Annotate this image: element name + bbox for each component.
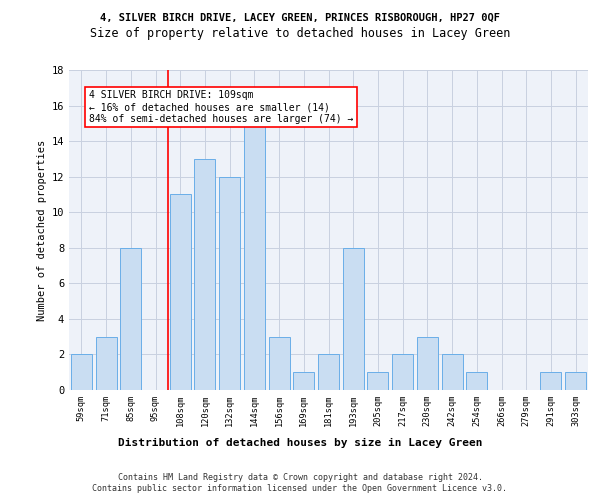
Bar	[367, 372, 388, 390]
Bar	[71, 354, 92, 390]
Bar	[565, 372, 586, 390]
Bar	[392, 354, 413, 390]
Text: 4 SILVER BIRCH DRIVE: 109sqm
← 16% of detached houses are smaller (14)
84% of se: 4 SILVER BIRCH DRIVE: 109sqm ← 16% of de…	[89, 90, 353, 124]
Bar	[170, 194, 191, 390]
Text: Distribution of detached houses by size in Lacey Green: Distribution of detached houses by size …	[118, 438, 482, 448]
Bar	[318, 354, 339, 390]
Y-axis label: Number of detached properties: Number of detached properties	[37, 140, 47, 320]
Text: 4, SILVER BIRCH DRIVE, LACEY GREEN, PRINCES RISBOROUGH, HP27 0QF: 4, SILVER BIRCH DRIVE, LACEY GREEN, PRIN…	[100, 12, 500, 22]
Bar	[442, 354, 463, 390]
Bar	[219, 176, 240, 390]
Bar	[244, 124, 265, 390]
Bar	[269, 336, 290, 390]
Text: Contains public sector information licensed under the Open Government Licence v3: Contains public sector information licen…	[92, 484, 508, 493]
Bar	[293, 372, 314, 390]
Bar	[95, 336, 116, 390]
Text: Contains HM Land Registry data © Crown copyright and database right 2024.: Contains HM Land Registry data © Crown c…	[118, 472, 482, 482]
Bar	[417, 336, 438, 390]
Bar	[541, 372, 562, 390]
Bar	[343, 248, 364, 390]
Bar	[194, 159, 215, 390]
Bar	[120, 248, 141, 390]
Text: Size of property relative to detached houses in Lacey Green: Size of property relative to detached ho…	[90, 28, 510, 40]
Bar	[466, 372, 487, 390]
